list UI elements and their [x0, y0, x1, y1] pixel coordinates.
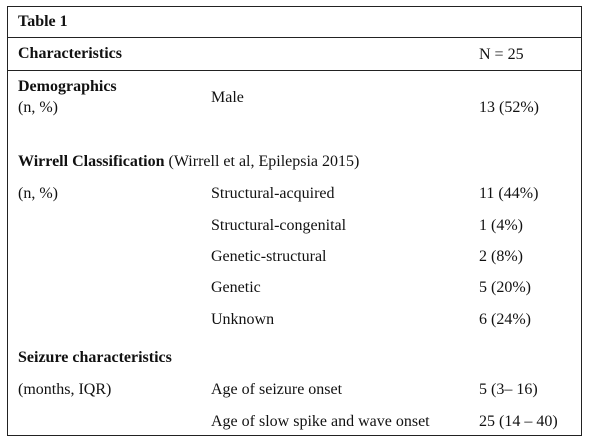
demographics-item-male: Male — [211, 89, 244, 106]
rule-below-header — [8, 70, 581, 71]
wirrell-value: 2 (8%) — [479, 248, 523, 265]
wirrell-item: Structural-acquired — [211, 185, 335, 202]
section-wirrell-citation: (Wirrell et al, Epilepsia 2015) — [164, 153, 360, 170]
rule-below-title — [8, 37, 581, 38]
wirrell-value: 5 (20%) — [479, 279, 531, 296]
seizure-value: 25 (14 – 40) — [479, 413, 558, 430]
demographics-value-male: 13 (52%) — [479, 99, 539, 116]
table-title: Table 1 — [18, 13, 68, 30]
wirrell-item: Structural-congenital — [211, 217, 347, 234]
wirrell-item: Genetic — [211, 279, 261, 296]
table-1: Table 1 Characteristics N = 25 Demograph… — [7, 6, 582, 436]
wirrell-item: Genetic-structural — [211, 248, 327, 265]
wirrell-value: 1 (4%) — [479, 217, 523, 234]
section-seizure-sublabel: (months, IQR) — [18, 381, 112, 398]
section-wirrell-sublabel: (n, %) — [18, 185, 58, 202]
header-n: N = 25 — [479, 46, 524, 63]
wirrell-value: 6 (24%) — [479, 311, 531, 328]
header-characteristics: Characteristics — [18, 45, 122, 62]
section-demographics-label: Demographics — [18, 78, 117, 95]
wirrell-item: Unknown — [211, 311, 275, 328]
section-seizure-label: Seizure characteristics — [18, 349, 172, 366]
seizure-item: Age of seizure onset — [211, 381, 343, 398]
seizure-item: Age of slow spike and wave onset — [211, 413, 430, 430]
section-demographics-sublabel: (n, %) — [18, 99, 58, 116]
section-wirrell-label: Wirrell Classification — [18, 153, 165, 170]
wirrell-value: 11 (44%) — [479, 185, 539, 202]
seizure-value: 5 (3– 16) — [479, 381, 538, 398]
section-wirrell-heading: Wirrell Classification (Wirrell et al, E… — [18, 152, 359, 172]
